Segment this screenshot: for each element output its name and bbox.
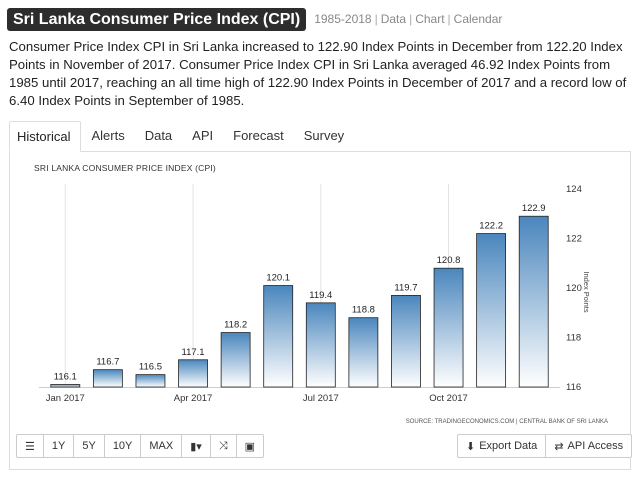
tab-alerts[interactable]: Alerts — [91, 128, 125, 143]
y-axis-label: Index Points — [582, 271, 591, 313]
bar-may-2017 — [220, 332, 251, 388]
cpi-chart: SRI LANKA CONSUMER PRICE INDEX (CPI) 116.… — [34, 163, 608, 425]
exchange-icon: ⇄ — [554, 440, 564, 453]
chart-source: SOURCE: TRADINGECONOMICS.COM | CENTRAL B… — [406, 419, 608, 425]
range-label: 1Y — [51, 440, 66, 452]
tab-data[interactable]: Data — [144, 128, 173, 143]
data-label: 118.8 — [352, 305, 375, 316]
bar-jun-2017 — [263, 285, 294, 388]
range-10y-button[interactable]: 10Y — [103, 434, 142, 458]
tab-survey[interactable]: Survey — [303, 128, 345, 143]
data-label: 122.9 — [522, 203, 546, 214]
x-tick-label: Apr 2017 — [174, 393, 213, 404]
tab-api[interactable]: API — [192, 128, 214, 143]
tab-historical[interactable]: Historical — [9, 121, 82, 152]
export-button-group: ⬇ Export Data ⇄ API Access — [457, 434, 633, 458]
shuffle-button[interactable]: ⤨ — [209, 434, 237, 458]
bar-jul-2017 — [305, 302, 336, 388]
chart-link[interactable]: Chart — [415, 12, 445, 26]
y-tick-label: 124 — [566, 184, 582, 195]
data-label: 117.1 — [182, 347, 205, 358]
image-button[interactable]: ▣ — [235, 434, 265, 458]
data-label: 119.7 — [394, 282, 417, 293]
api-access-label: API Access — [567, 440, 624, 452]
data-label: 118.2 — [224, 320, 247, 331]
data-link[interactable]: Data — [380, 12, 407, 26]
data-label: 120.8 — [437, 255, 461, 266]
y-tick-label: 118 — [566, 333, 581, 344]
download-icon: ⬇ — [466, 440, 476, 453]
bar-feb-2017 — [92, 369, 123, 388]
bar-chart-dropdown-icon: ▮▾ — [190, 440, 202, 453]
description: Consumer Price Index CPI in Sri Lanka in… — [9, 39, 627, 108]
y-tick-label: 122 — [566, 234, 582, 245]
range-label: 10Y — [112, 440, 133, 452]
bar-aug-2017 — [348, 317, 379, 388]
range-max-button[interactable]: MAX — [140, 434, 183, 458]
data-label: 116.7 — [96, 357, 119, 368]
calendar-link[interactable]: Calendar — [453, 12, 503, 26]
menu-button[interactable]: ☰ — [16, 434, 44, 458]
data-label: 116.5 — [139, 362, 162, 373]
image-icon: ▣ — [244, 440, 256, 453]
title-row: Sri Lanka Consumer Price Index (CPI) 198… — [7, 7, 502, 31]
tab-forecast[interactable]: Forecast — [233, 128, 284, 143]
menu-icon: ☰ — [25, 440, 35, 453]
bar-sep-2017 — [391, 295, 421, 388]
range-1y-button[interactable]: 1Y — [42, 434, 75, 458]
range-label: 5Y — [82, 440, 96, 452]
bar-apr-2017 — [178, 359, 208, 388]
x-tick-label: Jul 2017 — [303, 393, 339, 404]
bar-mar-2017 — [135, 374, 166, 388]
data-label: 116.1 — [54, 372, 77, 383]
chart-container: SRI LANKA CONSUMER PRICE INDEX (CPI) 116.… — [9, 152, 631, 430]
chart-toolbar: ☰ 1Y 5Y 10Y MAX ▮▾ ⤨ ▣ ⬇ Export Data ⇄ API Acce… — [9, 430, 633, 470]
data-label: 119.4 — [309, 290, 332, 301]
export-data-label: Export Data — [479, 440, 538, 452]
data-label: 120.1 — [266, 273, 290, 284]
title-links: 1985-2018 | Data | Chart | Calendar — [314, 12, 503, 26]
shuffle-icon: ⤨ — [218, 439, 228, 452]
y-tick-label: 116 — [566, 382, 581, 393]
page-title: Sri Lanka Consumer Price Index (CPI) — [7, 7, 307, 31]
x-tick-label: Oct 2017 — [429, 393, 468, 404]
tab-bar: Historical Alerts Data API Forecast Surv… — [9, 121, 631, 152]
data-label: 122.2 — [479, 221, 503, 232]
y-tick-label: 120 — [566, 283, 582, 294]
bar-chart-dropdown-button[interactable]: ▮▾ — [181, 434, 211, 458]
export-data-button[interactable]: ⬇ Export Data — [457, 434, 547, 458]
range-button-group: ☰ 1Y 5Y 10Y MAX ▮▾ ⤨ ▣ — [16, 434, 265, 458]
range-5y-button[interactable]: 5Y — [73, 434, 105, 458]
x-tick-label: Jan 2017 — [46, 393, 85, 404]
bar-dec-2017 — [518, 215, 549, 388]
chart-title: SRI LANKA CONSUMER PRICE INDEX (CPI) — [34, 163, 216, 173]
bar-jan-2017 — [50, 384, 81, 388]
bar-nov-2017 — [476, 233, 507, 388]
api-access-button[interactable]: ⇄ API Access — [545, 434, 633, 458]
bar-oct-2017 — [433, 267, 464, 388]
range-label: MAX — [149, 440, 174, 452]
date-range: 1985-2018 — [314, 12, 372, 26]
